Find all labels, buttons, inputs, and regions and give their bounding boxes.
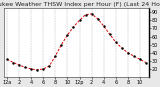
Title: Milwaukee Weather THSW Index per Hour (F) (Last 24 Hours): Milwaukee Weather THSW Index per Hour (F… [0, 2, 160, 7]
